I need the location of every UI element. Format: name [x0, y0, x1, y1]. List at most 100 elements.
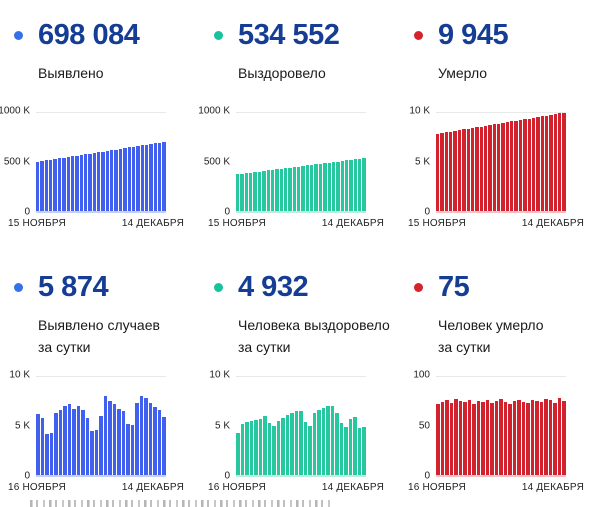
y-tick-label: 10 K: [409, 105, 430, 117]
bar: [49, 433, 54, 475]
x-tick-label: 14 ДЕКАБРЯ: [321, 218, 384, 229]
bar: [263, 415, 267, 475]
bar: [562, 112, 566, 211]
legend-dot-blue: [14, 282, 23, 292]
bar: [488, 125, 492, 211]
chart-plot: [36, 376, 166, 477]
chart-recovered-total: 0 500 K 1000 K 15 НОЯБРЯ 14 ДЕКАБРЯ: [198, 106, 384, 229]
bar: [292, 167, 297, 211]
bar: [536, 117, 540, 211]
x-axis-baseline: [36, 475, 166, 477]
bar: [297, 166, 301, 211]
x-tick-label: 15 НОЯБРЯ: [208, 218, 266, 229]
bar: [512, 400, 517, 475]
bar: [36, 413, 40, 475]
bar: [476, 400, 481, 475]
chart-body: 0 5 K 10 K: [8, 370, 184, 481]
bar: [321, 407, 326, 475]
bar: [110, 150, 114, 211]
chart-body: 0 50 100: [408, 370, 584, 481]
bar: [131, 146, 136, 211]
bar: [53, 159, 57, 211]
bar: [454, 398, 458, 475]
bar: [357, 428, 362, 475]
bar: [63, 405, 67, 475]
bar: [118, 148, 123, 211]
bar: [62, 157, 66, 211]
bar: [485, 399, 490, 475]
x-axis-labels: 15 НОЯБРЯ 14 ДЕКАБРЯ: [408, 218, 584, 229]
bar: [108, 400, 112, 475]
bar: [445, 399, 449, 475]
x-axis-labels: 15 НОЯБРЯ 14 ДЕКАБРЯ: [208, 218, 384, 229]
y-tick-label: 0: [24, 206, 30, 218]
bar: [144, 144, 149, 211]
bar: [49, 159, 53, 211]
x-axis-baseline: [436, 475, 566, 477]
stat-value: 75: [438, 270, 470, 303]
bar: [553, 114, 558, 211]
stat-label-line: Выздоровело: [238, 65, 326, 81]
bar: [323, 163, 327, 211]
bar: [339, 422, 344, 475]
y-tick-label: 0: [424, 470, 430, 482]
bar: [481, 401, 485, 475]
bar: [126, 423, 130, 475]
stat-value: 9 945: [438, 18, 509, 51]
stat-label: Выявлено случаев за сутки: [38, 314, 200, 358]
chart-body: 0 500 K 1000 K: [0, 106, 184, 217]
bar: [253, 172, 257, 211]
bar: [317, 409, 321, 475]
bar: [453, 130, 457, 211]
bar: [288, 167, 292, 211]
legend-dot-red: [414, 282, 423, 292]
bar: [162, 416, 166, 475]
bar: [499, 398, 503, 475]
bar: [90, 431, 94, 475]
bar: [331, 162, 336, 211]
chart-recovered-daily: 0 5 K 10 K 16 НОЯБРЯ 14 ДЕКАБРЯ: [208, 370, 384, 493]
x-tick-label: 14 ДЕКАБРЯ: [121, 482, 184, 493]
bar: [79, 155, 83, 211]
bar: [158, 142, 162, 211]
gridline-top: [236, 376, 366, 377]
bar-series: [36, 376, 166, 475]
chart-plot: [236, 376, 366, 477]
bar: [285, 414, 290, 475]
x-tick-label: 15 НОЯБРЯ: [8, 218, 66, 229]
bar: [139, 395, 144, 475]
bar: [348, 418, 353, 475]
bar: [301, 165, 305, 211]
bar: [305, 165, 310, 211]
bar: [466, 128, 470, 211]
bar: [335, 412, 339, 475]
y-tick-label: 500 K: [3, 156, 30, 167]
gridline-top: [36, 112, 166, 113]
bar: [362, 158, 366, 211]
bar-series: [236, 376, 366, 475]
bar: [344, 427, 348, 475]
bar: [57, 158, 62, 211]
bar: [475, 127, 479, 211]
y-tick-label: 5 K: [414, 156, 430, 167]
bar: [458, 400, 463, 475]
bar: [148, 402, 153, 475]
bar: [88, 153, 92, 211]
bar: [526, 402, 530, 475]
bar: [153, 143, 158, 211]
bar: [479, 126, 483, 211]
bar: [70, 156, 75, 211]
x-tick-label: 16 НОЯБРЯ: [8, 482, 66, 493]
bar-series: [436, 112, 566, 211]
chart-body: 0 500 K 1000 K: [198, 106, 384, 217]
bar: [436, 403, 440, 475]
bar: [249, 420, 254, 475]
chart-deaths-daily: 0 50 100 16 НОЯБРЯ 14 ДЕКАБРЯ: [408, 370, 584, 493]
bar: [245, 421, 249, 475]
bar: [140, 145, 144, 211]
gridline-top: [436, 112, 566, 113]
y-tick-label: 100: [413, 369, 430, 381]
bar: [135, 402, 139, 475]
chart-plot: [436, 112, 566, 213]
bar: [344, 160, 349, 211]
